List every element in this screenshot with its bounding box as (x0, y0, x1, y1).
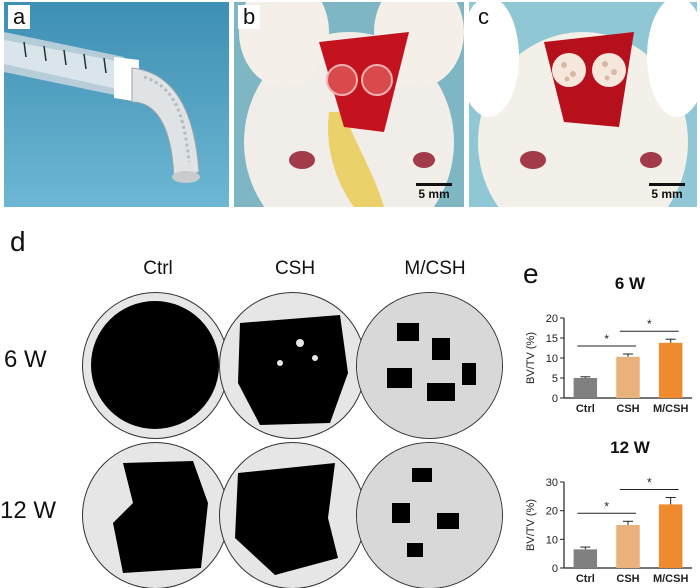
syringe-paste-illustration (4, 2, 229, 207)
y-tick-label: 20 (546, 506, 558, 518)
bar-mcsh (658, 342, 683, 398)
panel-label-c: c (473, 5, 494, 29)
bar-csh (616, 356, 640, 398)
y-tick-label: 10 (546, 353, 558, 365)
microct-csh-12w (219, 442, 366, 588)
x-tick-label: Ctrl (576, 403, 595, 415)
row-title-12w: 12 W (0, 497, 57, 524)
panel-label-b: b (238, 5, 261, 29)
panel-b-photo: b 5 mm (234, 2, 464, 207)
x-tick-label: CSH (616, 403, 639, 415)
bar-ctrl (573, 378, 598, 398)
y-tick-label: 15 (546, 333, 558, 345)
scale-bar-b: 5 mm (416, 183, 452, 201)
significance-star: * (647, 475, 652, 489)
microct-mcsh-12w (356, 442, 503, 588)
bar-ctrl (573, 549, 598, 568)
column-title-mcsh: M/CSH (404, 258, 466, 279)
scale-bar-c: 5 mm (649, 183, 685, 201)
y-tick-label: 0 (552, 563, 558, 575)
x-tick-label: M/CSH (653, 403, 689, 415)
bar-chart-12w: 0 10 20 30 BV/TV (%) Ctrl CSH M/CSH * * (525, 475, 692, 585)
significance-star: * (604, 499, 609, 513)
y-tick-label: 10 (546, 534, 558, 546)
significance-star: * (604, 332, 609, 346)
y-axis-label: BV/TV (%) (525, 332, 537, 384)
panel-c-photo: c 5 mm (469, 2, 697, 207)
microct-ctrl-12w (82, 442, 229, 588)
x-tick-label: M/CSH (653, 573, 689, 585)
significance-star: * (647, 317, 652, 331)
y-tick-label: 5 (552, 373, 558, 385)
column-title-csh: CSH (274, 258, 316, 279)
microct-ctrl-6w (82, 292, 229, 439)
y-tick-label: 0 (552, 393, 558, 405)
bar-mcsh (658, 504, 683, 568)
column-title-ctrl: Ctrl (143, 258, 173, 279)
x-tick-label: Ctrl (576, 573, 595, 585)
bar-csh (616, 525, 640, 568)
row-title-6w: 6 W (4, 346, 47, 373)
chart-title-12w: 12 W (610, 438, 650, 457)
panel-label-d: d (10, 226, 26, 257)
x-tick-label: CSH (616, 573, 639, 585)
rat-filled-defect-illustration (469, 2, 697, 207)
rat-defect-illustration (234, 2, 464, 207)
chart-title-6w: 6 W (614, 274, 646, 293)
panel-a-photo: a (4, 2, 229, 207)
y-axis-label: BV/TV (%) (525, 499, 537, 551)
y-tick-label: 30 (546, 477, 558, 489)
y-tick-label: 20 (546, 313, 558, 325)
panel-label-a: a (8, 5, 31, 29)
panel-label-e: e (523, 258, 539, 289)
bar-chart-6w: 0 5 10 15 20 BV/TV (%) Ctrl CSH M/CSH * * (525, 313, 692, 415)
microct-csh-6w (219, 292, 366, 439)
microct-mcsh-6w (356, 292, 503, 439)
